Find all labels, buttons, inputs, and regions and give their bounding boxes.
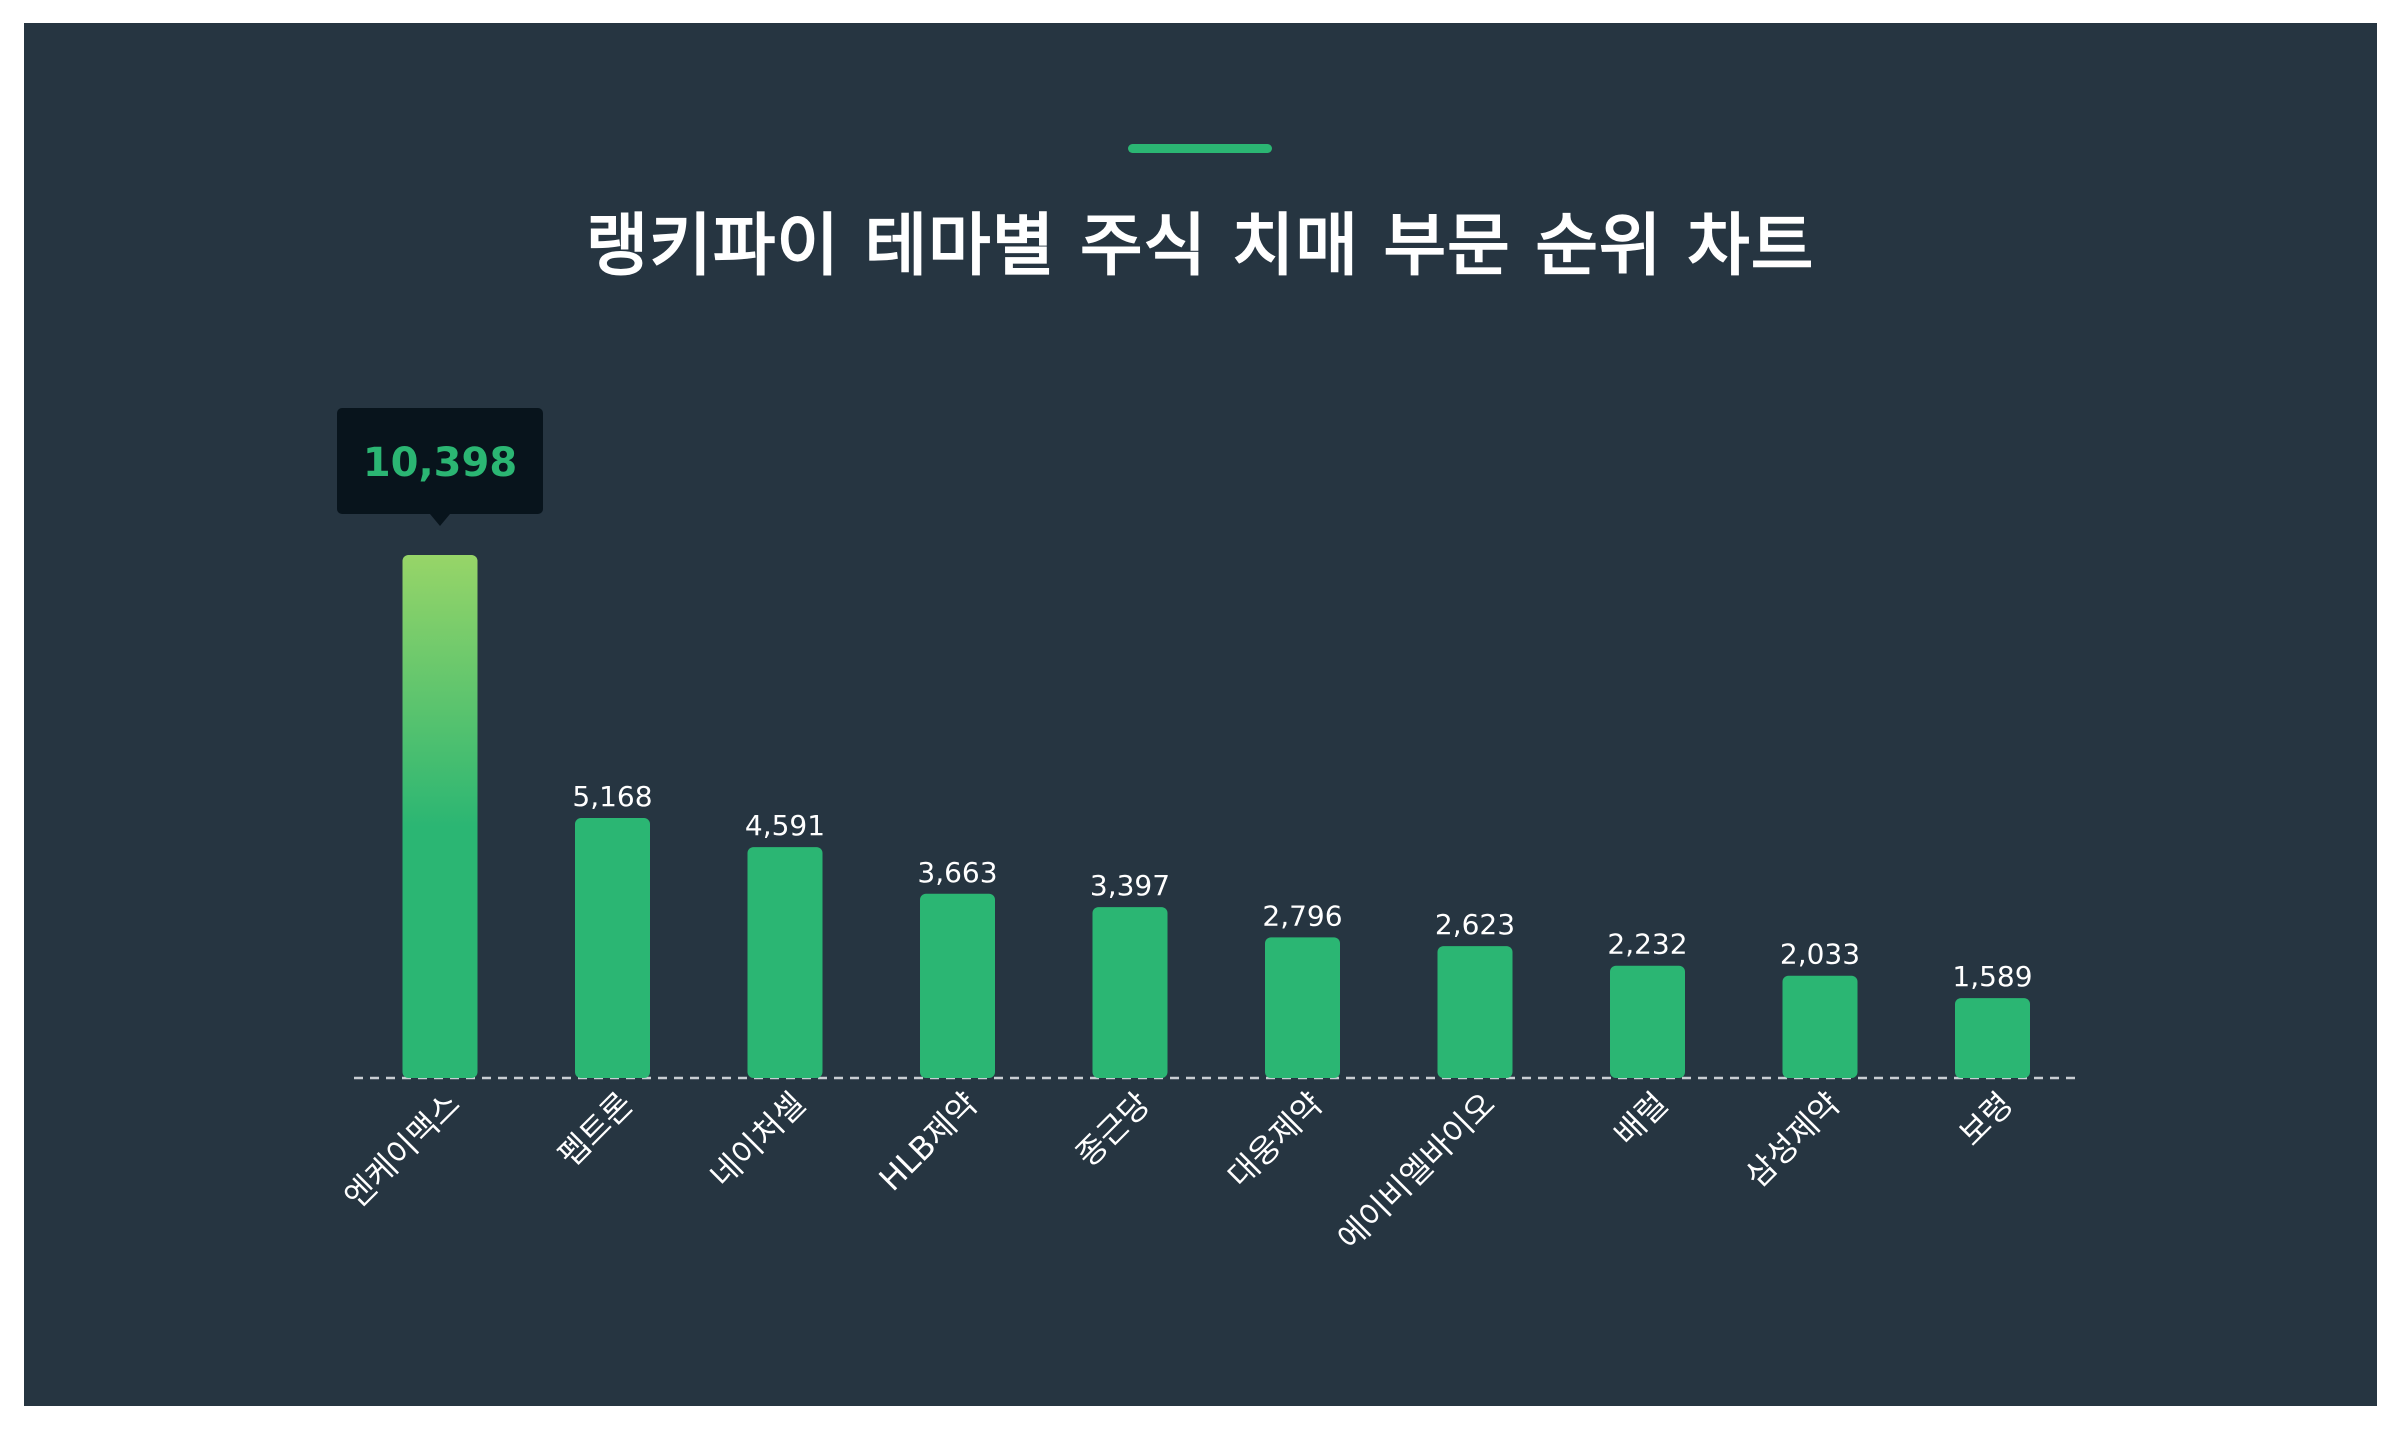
bar-9[interactable]: [1782, 975, 1858, 1078]
category-label-6: 대웅제약: [1220, 1085, 1330, 1195]
bar-10[interactable]: [1955, 998, 2030, 1078]
bar-7[interactable]: [1437, 946, 1513, 1078]
value-label-2: 5,168: [572, 780, 652, 813]
title-accent-line: [1128, 144, 1272, 153]
bar-8[interactable]: [1610, 965, 1685, 1078]
category-label-9: 삼성제약: [1738, 1085, 1848, 1195]
tooltip-value: 10,398: [363, 440, 517, 486]
category-label-8: 배럴: [1607, 1085, 1676, 1154]
bar-4[interactable]: [920, 893, 995, 1078]
category-label-10: 보령: [1952, 1085, 2021, 1154]
chart-title: 랭키파이 테마별 주식 치매 부문 순위 차트: [585, 207, 1815, 286]
category-label-4: HLB제약: [872, 1085, 986, 1199]
category-label-2: 펩트론: [551, 1085, 640, 1174]
bar-3[interactable]: [747, 847, 823, 1078]
category-label-3: 네이처셀: [703, 1085, 813, 1195]
bar-5[interactable]: [1092, 907, 1168, 1078]
value-label-3: 4,591: [745, 809, 825, 842]
value-label-10: 1,589: [1952, 960, 2032, 993]
tooltip-pointer: [430, 514, 450, 526]
value-label-4: 3,663: [917, 856, 997, 889]
bar-6[interactable]: [1265, 937, 1340, 1078]
value-label-7: 2,623: [1435, 908, 1515, 941]
tooltip-box: [337, 408, 543, 514]
category-label-1: 엔케이맥스: [337, 1085, 468, 1216]
value-label-8: 2,232: [1607, 928, 1687, 961]
value-label-5: 3,397: [1090, 869, 1170, 902]
value-label-9: 2,033: [1780, 938, 1860, 971]
category-label-7: 에이비엘바이오: [1330, 1085, 1503, 1258]
bar-2[interactable]: [575, 818, 650, 1078]
category-label-5: 종근당: [1068, 1085, 1157, 1174]
value-label-6: 2,796: [1262, 899, 1342, 932]
bar-1[interactable]: [402, 555, 478, 1078]
